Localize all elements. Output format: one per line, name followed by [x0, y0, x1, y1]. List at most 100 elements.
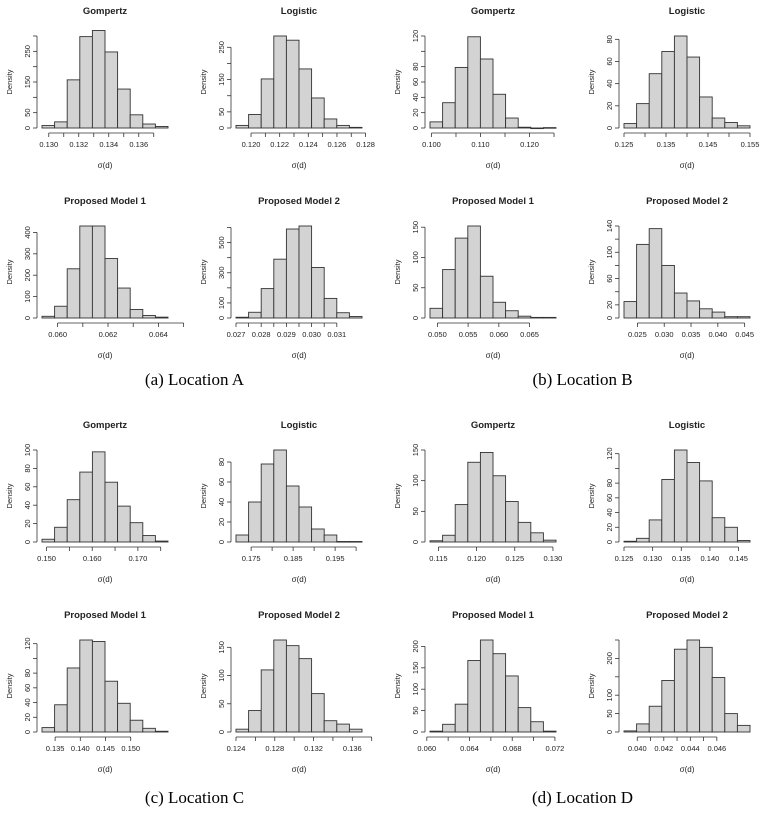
histogram-bar — [154, 540, 169, 543]
y-tick-label: 150 — [411, 444, 420, 457]
histogram-bar — [442, 269, 456, 319]
x-tick-label: 0.060 — [48, 330, 67, 339]
histogram-bar — [648, 228, 663, 319]
y-tick-label: 60 — [605, 494, 614, 502]
y-tick-label: 80 — [217, 458, 226, 466]
x-axis-label: σ(d) — [680, 765, 695, 774]
x-tick-label: 0.135 — [46, 744, 65, 753]
y-tick-label: 80 — [23, 669, 32, 677]
histogram-bar — [285, 485, 300, 543]
histogram-bar — [66, 499, 81, 543]
histogram-bar — [673, 449, 688, 543]
histogram-bar — [348, 541, 363, 543]
y-axis-label: Density — [393, 259, 402, 284]
x-tick-label: 0.065 — [520, 330, 539, 339]
y-tick-label: 50 — [411, 507, 420, 515]
histogram-bar — [248, 113, 262, 129]
histogram-c-model2: Proposed Model 2 0 50 100 150 Density 0.124 0.1… — [194, 604, 389, 789]
x-tick-label: 0.124 — [227, 744, 246, 753]
y-tick-label: 50 — [411, 284, 420, 292]
histogram-bar — [648, 73, 663, 129]
histogram-bar — [542, 316, 557, 319]
histogram-bar — [542, 539, 557, 543]
x-tick-label: 0.062 — [99, 330, 118, 339]
y-axis-label: Density — [199, 69, 208, 94]
histogram-a-gompertz: Gompertz 0 50 150 250 Density 0.130 0.132 0.134 0… — [0, 0, 195, 185]
y-tick-label: 100 — [23, 290, 32, 303]
x-tick-label: 0.134 — [99, 140, 118, 149]
caption-b: (b) Location B — [532, 370, 633, 389]
y-axis-label: Density — [587, 673, 596, 698]
histogram-bar — [530, 721, 544, 733]
y-axis-label: Density — [393, 69, 402, 94]
histogram-svg: Proposed Model 2 0 50 100 200 Density 0.040 0.0… — [587, 610, 751, 774]
y-tick-label: 300 — [217, 266, 226, 279]
histogram-svg: Proposed Model 2 0 100 300 500 Density 0.027 0.… — [199, 196, 363, 360]
histogram-bar — [517, 707, 532, 733]
histogram-bar — [442, 102, 456, 129]
x-tick-label: 0.040 — [708, 330, 727, 339]
histogram-bar — [686, 462, 701, 543]
x-axis-label: σ(d) — [292, 575, 307, 584]
histogram-bar — [41, 538, 56, 543]
histogram-svg: Gompertz 0 20 40 60 80 100 Density 0.150 0.160 0.1… — [5, 420, 169, 584]
histogram-bar — [429, 307, 444, 319]
x-tick-label: 0.025 — [628, 330, 647, 339]
chart-title: Proposed Model 1 — [452, 196, 535, 207]
chart-title: Gompertz — [83, 6, 128, 17]
histogram-bar — [505, 310, 519, 319]
histogram-bar — [54, 305, 68, 319]
y-axis-label: Density — [393, 673, 402, 698]
caption-c: (c) Location C — [144, 788, 245, 807]
histogram-bar — [311, 693, 325, 733]
y-tick-label: 0 — [23, 540, 32, 544]
histogram-bar — [117, 505, 131, 543]
y-tick-label: 20 — [605, 301, 614, 309]
y-tick-label: 200 — [23, 269, 32, 282]
x-tick-label: 0.064 — [149, 330, 168, 339]
caption-d: (d) Location D — [531, 788, 634, 807]
y-axis-label: Density — [5, 673, 14, 698]
y-tick-label: 0 — [217, 730, 226, 734]
histogram-svg: Proposed Model 1 0 100 200 300 400 Density 0.06… — [5, 196, 185, 360]
histogram-bar — [235, 728, 250, 733]
quadrant-location-c: Gompertz 0 20 40 60 80 100 Density 0.150 0.160 0.1… — [0, 414, 389, 814]
histogram-bar — [260, 78, 275, 129]
histogram-bar — [711, 517, 726, 543]
histogram-bar — [673, 648, 688, 733]
histogram-bar — [454, 66, 469, 129]
x-tick-label: 0.044 — [681, 744, 700, 753]
y-tick-label: 120 — [605, 447, 614, 460]
histogram-b-gompertz: Gompertz 0 20 40 60 80 120 Density 0.100 0.110 0.1… — [388, 0, 583, 185]
x-tick-label: 0.155 — [741, 140, 760, 149]
histogram-bar — [323, 297, 338, 319]
histogram-bar — [323, 534, 338, 543]
y-tick-label: 20 — [411, 108, 420, 116]
y-tick-label: 80 — [411, 62, 420, 70]
histogram-b-logistic: Logistic 0 20 40 60 80 Density 0.125 0.135 0.145 0… — [582, 0, 777, 185]
y-tick-label: 80 — [23, 464, 32, 472]
histogram-bar — [348, 126, 363, 129]
x-tick-label: 0.045 — [735, 330, 754, 339]
x-tick-label: 0.035 — [682, 330, 701, 339]
y-tick-label: 300 — [23, 248, 32, 261]
chart-title: Proposed Model 1 — [452, 610, 535, 621]
histogram-bar — [686, 56, 701, 129]
histogram-bar — [530, 532, 544, 543]
histogram-a-model1: Proposed Model 1 0 100 200 300 400 Density 0.06… — [0, 190, 195, 375]
histogram-bar — [648, 519, 663, 543]
x-tick-label: 0.042 — [654, 744, 673, 753]
y-tick-label: 0 — [217, 126, 226, 130]
x-tick-label: 0.050 — [428, 330, 447, 339]
histogram-bar — [661, 51, 675, 129]
y-tick-label: 0 — [605, 126, 614, 130]
y-tick-label: 0 — [217, 540, 226, 544]
y-tick-label: 60 — [605, 57, 614, 65]
histogram-bar — [711, 677, 726, 733]
chart-title: Logistic — [669, 6, 705, 17]
histogram-bar — [54, 121, 68, 129]
y-tick-label: 60 — [605, 274, 614, 282]
x-tick-label: 0.135 — [657, 140, 676, 149]
histogram-svg: Gompertz 0 20 40 60 80 120 Density 0.100 0.110 0.1… — [393, 6, 557, 170]
histogram-bar — [699, 96, 713, 129]
